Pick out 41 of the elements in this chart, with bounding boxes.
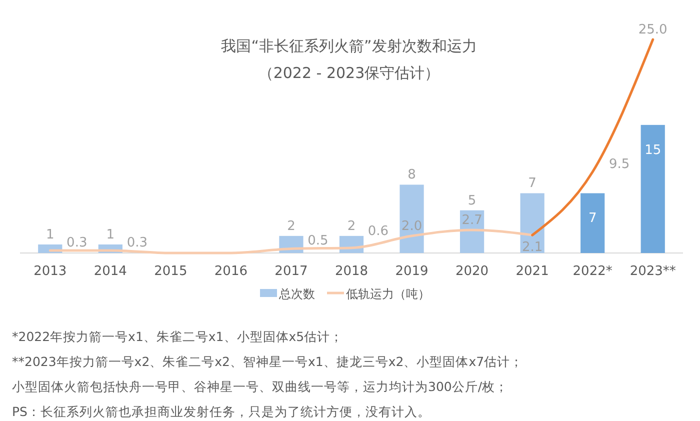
data-label: 2.1 xyxy=(522,240,543,256)
x-tick-label: 2019 xyxy=(395,264,428,279)
data-label: 9.5 xyxy=(609,156,630,172)
bar xyxy=(400,184,424,253)
data-label: 2 xyxy=(347,218,356,234)
data-label: 0.6 xyxy=(368,224,389,239)
data-label: 0.3 xyxy=(126,235,148,250)
legend-label: 低轨运力（吨） xyxy=(346,287,430,301)
bar xyxy=(580,193,605,253)
text: （2022 - 2023保守估计） xyxy=(258,64,440,82)
legend-label: 总次数 xyxy=(278,287,315,301)
x-tick-label: 2018 xyxy=(334,264,368,279)
text: *2022年按力箭一号x1、朱雀二号x1、小型固体x5估计； xyxy=(12,329,344,344)
x-tick-label: 2015 xyxy=(154,264,188,279)
bar xyxy=(640,124,665,253)
data-label: 7 xyxy=(588,211,597,226)
x-tick-label: 2017 xyxy=(274,264,308,279)
x-tick-label: 2020 xyxy=(456,264,489,279)
x-tick-label: 2016 xyxy=(214,264,248,279)
text: PS：长征系列火箭也承担商业发射任务，只是为了统计方便，没有计入。 xyxy=(12,404,430,419)
data-label: 2.0 xyxy=(401,218,422,234)
data-label: 7 xyxy=(528,176,536,192)
data-label: 0.5 xyxy=(308,234,328,249)
bar xyxy=(520,193,544,253)
data-label: 8 xyxy=(408,168,416,183)
text: **2023年按力箭一号x2、朱雀二号x2、智神星一号x1、捷龙三号x2、小型固体x7估计； xyxy=(12,354,524,369)
data-label: 2 xyxy=(287,218,296,234)
chart-title: 我国“非长征系列火箭”发射次数和运力 xyxy=(221,37,477,55)
x-tick-label: 2023** xyxy=(630,264,676,279)
text: 小型固体火箭包括快舟一号甲、谷神星一号、双曲线一号等，运力均计为300公斤/枚； xyxy=(12,379,508,394)
data-label: 5 xyxy=(468,193,476,208)
x-tick-label: 2013 xyxy=(34,264,67,279)
data-label: 0.3 xyxy=(66,235,88,250)
data-label: 15 xyxy=(644,142,662,158)
data-label: 1 xyxy=(106,227,115,242)
data-label: 25.0 xyxy=(638,22,668,38)
x-tick-label: 2014 xyxy=(94,264,127,279)
data-label: 1 xyxy=(46,227,54,242)
x-tick-label: 2022* xyxy=(572,264,613,279)
x-tick-label: 2021 xyxy=(516,264,549,279)
data-label: 2.7 xyxy=(462,212,482,228)
